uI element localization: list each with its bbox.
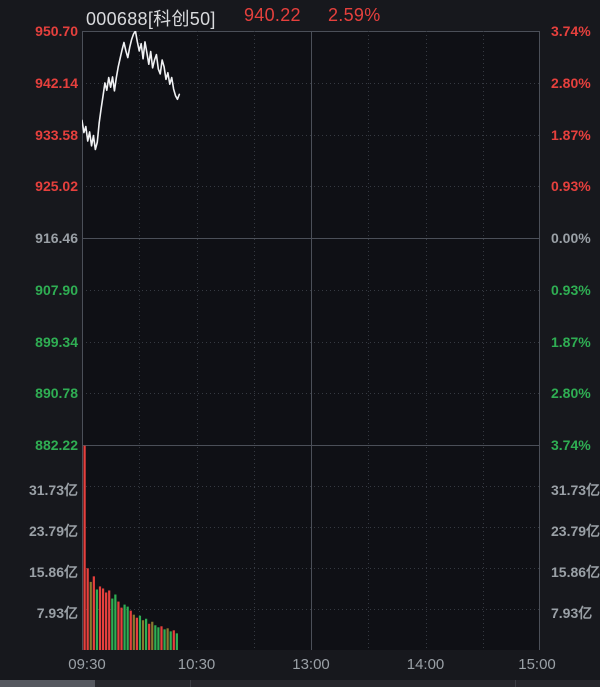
percent-axis-label: 0.93% [551, 178, 591, 195]
volume-bar [105, 592, 108, 650]
volume-bar [83, 445, 86, 650]
bottom-scrollbar[interactable] [0, 680, 600, 687]
volume-bar [92, 576, 95, 650]
price-axis-label: 899.34 [35, 333, 78, 350]
volume-bar [166, 628, 169, 650]
volume-bar [126, 606, 129, 650]
volume-bar [175, 633, 178, 650]
percent-axis-label: 0.00% [551, 230, 591, 246]
volume-bar [114, 594, 117, 650]
volume-bar [172, 630, 175, 650]
volume-bar [157, 627, 160, 650]
chart-plot-area[interactable] [82, 31, 540, 650]
volume-bar [86, 568, 89, 650]
percent-axis-label: 3.74% [551, 437, 591, 453]
time-axis-label: 13:00 [292, 656, 330, 673]
volume-axis-label: 23.79亿 [551, 523, 600, 539]
volume-bar [160, 626, 163, 650]
volume-axis-label: 15.86亿 [551, 564, 600, 580]
percent-axis-label: 1.87% [551, 126, 591, 143]
last-price: 940.22 [244, 5, 301, 25]
volume-bar [95, 589, 99, 650]
volume-axis-label: 7.93亿 [551, 605, 593, 621]
percent-axis-label: 3.74% [551, 23, 591, 39]
scrollbar-divider [515, 680, 516, 687]
volume-bar [98, 586, 102, 650]
scrollbar-thumb[interactable] [0, 680, 95, 687]
volume-axis-label: 31.73亿 [28, 482, 78, 498]
volume-bar [123, 604, 126, 650]
volume-bar [163, 629, 166, 650]
chart-canvas[interactable] [82, 31, 540, 650]
price-line [82, 31, 181, 151]
volume-bar [135, 617, 138, 650]
time-axis-label: 09:30 [68, 656, 106, 673]
volume-axis-label: 31.73亿 [551, 482, 600, 498]
price-axis-label: 942.14 [35, 74, 78, 91]
time-axis-label: 14:00 [406, 656, 445, 673]
price-axis-label: 916.46 [35, 230, 78, 246]
symbol-title: 000688[科创50] [86, 9, 216, 29]
volume-bar [120, 607, 123, 650]
volume-bar [89, 581, 92, 650]
price-axis-label: 907.90 [35, 281, 78, 298]
volume-bar [141, 620, 145, 650]
volume-bar [129, 610, 132, 650]
scrollbar-divider [190, 680, 191, 687]
volume-axis-label: 7.93亿 [36, 605, 78, 621]
volume-bar [151, 621, 154, 650]
percent-axis-label: 2.80% [551, 385, 591, 402]
volume-bar [138, 615, 142, 650]
price-axis-label: 890.78 [35, 385, 78, 402]
volume-bar [117, 601, 120, 650]
volume-bar [145, 618, 148, 650]
price-axis-label: 933.58 [35, 126, 78, 143]
volume-bar [101, 588, 105, 650]
percent-axis-label: 2.80% [551, 74, 591, 91]
price-axis-label: 925.02 [35, 178, 78, 195]
volume-bar [154, 625, 157, 650]
volume-axis-label: 15.86亿 [28, 564, 78, 580]
volume-bar [108, 590, 111, 650]
volume-bar [111, 598, 114, 650]
time-axis-label: 15:00 [518, 656, 556, 673]
percent-axis-label: 0.93% [551, 281, 591, 298]
percent-axis-label: 1.87% [551, 333, 591, 350]
time-axis-label: 10:30 [177, 656, 216, 673]
volume-axis-label: 23.79亿 [28, 523, 78, 539]
price-axis-label: 950.70 [35, 23, 78, 39]
volume-bar [148, 623, 151, 650]
change-percent: 2.59% [328, 5, 381, 25]
price-axis-label: 882.22 [35, 437, 78, 453]
volume-bar [169, 631, 172, 650]
volume-bar [132, 614, 135, 650]
